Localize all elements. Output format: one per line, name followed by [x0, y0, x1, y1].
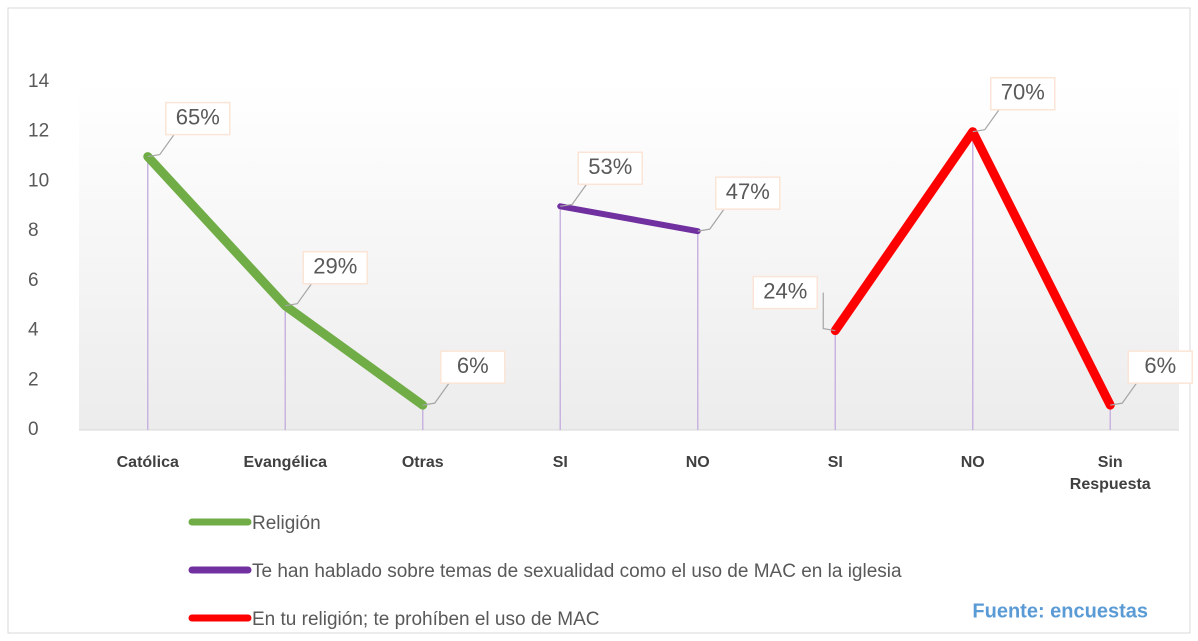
data-label: 6%: [457, 353, 489, 378]
x-tick-label: SI: [552, 454, 568, 471]
leader-line: [285, 275, 318, 307]
x-tick-label: NO: [960, 454, 985, 471]
label-box: [165, 101, 231, 136]
plot-area: [79, 82, 1179, 430]
y-tick-label: 2: [28, 369, 39, 390]
data-label: 6%: [1144, 353, 1176, 378]
legend-label: Te han hablado sobre temas de sexualidad…: [252, 561, 902, 582]
data-label: 65%: [176, 104, 220, 129]
x-tick-label: SI: [827, 454, 843, 471]
legend-label: Religión: [252, 513, 321, 534]
label-box: [1127, 350, 1193, 384]
x-tick-label: Sin Respuesta: [1069, 454, 1151, 493]
leader-line: [822, 292, 836, 332]
y-tick-label: 10: [28, 170, 49, 191]
series-line: [557, 203, 701, 235]
label-box: [440, 350, 506, 384]
leader-line: [560, 175, 593, 207]
y-tick-label: 14: [28, 71, 50, 92]
leader-line: [1110, 374, 1143, 406]
x-tick-label: Otras: [401, 454, 444, 471]
y-tick-label: 0: [28, 419, 39, 440]
label-box: [715, 176, 781, 210]
x-tick-label: Evangélica: [243, 454, 328, 471]
label-box: [990, 76, 1056, 111]
y-tick-label: 6: [28, 270, 39, 291]
x-tick-label: Católica: [116, 454, 179, 471]
leader-line: [697, 200, 731, 232]
y-tick-label: 8: [28, 220, 39, 241]
data-label: 53%: [588, 154, 632, 179]
leader-line: [147, 126, 181, 158]
y-tick-label: 12: [28, 121, 49, 142]
legend-label: En tu religión; te prohíben el uso de MA…: [252, 609, 599, 630]
leader-line: [422, 374, 456, 406]
x-tick-label: NO: [685, 454, 710, 471]
data-label: 70%: [1001, 80, 1045, 105]
y-tick-label: 4: [28, 320, 39, 341]
label-box: [302, 250, 368, 285]
data-label: 24%: [763, 278, 807, 303]
data-label: 29%: [313, 254, 357, 279]
source: Fuente: encuestas: [972, 600, 1148, 622]
label-box: [752, 275, 818, 310]
leader-line: [972, 101, 1006, 133]
label-box: [577, 151, 643, 186]
data-label: 47%: [726, 179, 770, 204]
